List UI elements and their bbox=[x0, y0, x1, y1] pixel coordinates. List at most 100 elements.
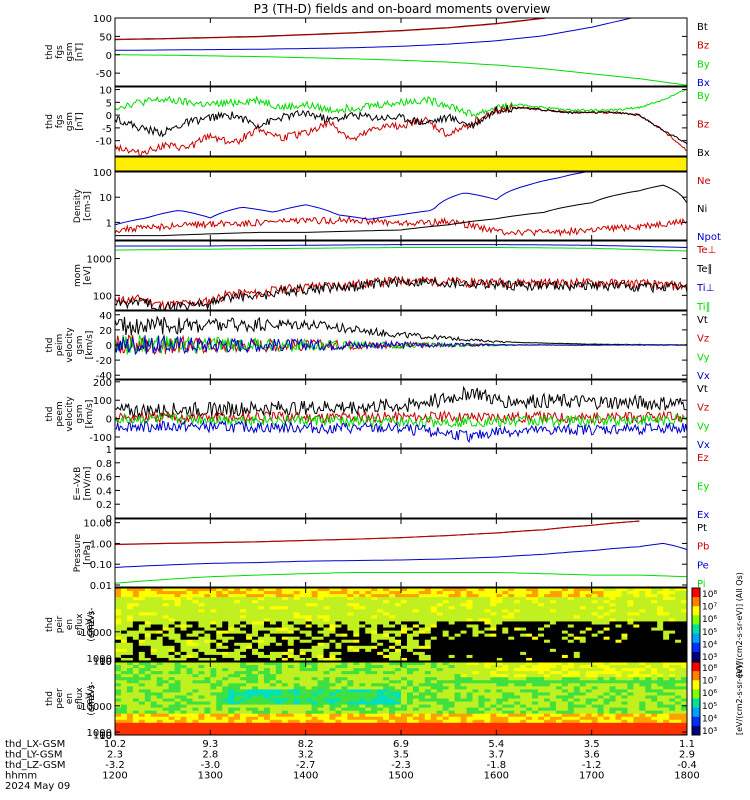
axis-row-label: thd_LZ-GSM bbox=[5, 760, 66, 771]
peir-spectrogram-cell bbox=[633, 654, 640, 659]
peir-spectrogram-cell bbox=[168, 654, 176, 659]
peer-spectrogram-cell bbox=[645, 731, 652, 735]
peir-spectrogram-cell bbox=[263, 618, 271, 622]
peer-spectrogram-cell bbox=[454, 713, 462, 718]
peir-spectrogram-cell bbox=[442, 609, 450, 613]
peer-spectrogram-cell bbox=[168, 692, 176, 696]
peer-spectrogram-cell bbox=[549, 686, 557, 690]
peir-spectrogram-cell bbox=[126, 588, 134, 592]
peer-spectrogram-cell bbox=[520, 701, 527, 706]
peir-spectrogram-cell bbox=[514, 597, 521, 601]
peer-spectrogram-cell bbox=[156, 686, 164, 690]
peir-spectrogram-cell bbox=[532, 639, 539, 644]
peir-spectrogram-cell bbox=[573, 645, 581, 650]
peer-spectrogram-cell bbox=[514, 698, 521, 703]
peer-spectrogram-cell bbox=[347, 689, 354, 693]
peer-spectrogram-cell bbox=[639, 680, 646, 684]
peer-spectrogram-cell bbox=[305, 716, 313, 721]
peir-spectrogram-cell bbox=[198, 627, 205, 632]
peer-spectrogram-cell bbox=[406, 680, 414, 684]
peer-spectrogram-cell bbox=[311, 713, 319, 718]
peir-spectrogram-cell bbox=[228, 639, 235, 644]
peer-spectrogram-cell bbox=[371, 677, 378, 681]
peer-spectrogram-cell bbox=[156, 719, 164, 724]
peer-spectrogram-cell bbox=[597, 698, 605, 703]
peir-spectrogram-cell bbox=[156, 633, 164, 638]
peir-spectrogram-cell bbox=[138, 633, 146, 638]
peir-spectrogram-cell bbox=[275, 657, 283, 661]
peer-spectrogram-cell bbox=[377, 662, 384, 666]
peir-spectrogram-cell bbox=[180, 654, 187, 659]
peer-spectrogram-cell bbox=[532, 674, 539, 678]
peir-spectrogram-cell bbox=[579, 639, 587, 644]
peer-spectrogram-cell bbox=[389, 707, 396, 712]
peir-spectrogram-cell bbox=[192, 639, 199, 644]
peir-spectrogram-cell bbox=[657, 642, 664, 647]
peer-spectrogram-cell bbox=[603, 716, 611, 721]
peir-spectrogram-cell bbox=[609, 624, 616, 629]
peer-spectrogram-cell bbox=[645, 722, 652, 727]
peer-spectrogram-cell bbox=[341, 725, 348, 730]
peer-spectrogram-cell bbox=[579, 722, 587, 727]
peer-spectrogram-cell bbox=[406, 674, 414, 678]
peer-spectrogram-cell bbox=[311, 686, 319, 690]
peir-spectrogram-cell bbox=[406, 615, 414, 619]
peer-spectrogram-cell bbox=[454, 668, 462, 672]
peir-spectrogram-cell bbox=[222, 600, 229, 604]
peer-spectrogram-cell bbox=[555, 662, 563, 666]
peer-spectrogram-cell bbox=[234, 704, 241, 709]
peir-spectrogram-cell bbox=[442, 639, 450, 644]
peer-spectrogram-cell bbox=[603, 674, 611, 678]
peer-spectrogram-cell bbox=[144, 662, 152, 666]
peir-spectrogram-cell bbox=[466, 627, 473, 632]
peer-spectrogram-cell bbox=[198, 692, 205, 696]
peer-spectrogram-cell bbox=[126, 728, 134, 733]
peir-spectrogram-cell bbox=[204, 630, 211, 635]
peer-spectrogram-cell bbox=[168, 701, 176, 706]
peer-spectrogram-colorbar-segment bbox=[692, 698, 700, 709]
peir-spectrogram-cell bbox=[609, 612, 616, 616]
peir-spectrogram-cell bbox=[436, 648, 444, 653]
peir-spectrogram-cell bbox=[347, 624, 354, 629]
peer-spectrogram-cell bbox=[144, 719, 152, 724]
peer-spectrogram-cell bbox=[353, 713, 360, 718]
peer-spectrogram-cell bbox=[132, 710, 140, 715]
peir-spectrogram-cell bbox=[591, 612, 599, 616]
peer-spectrogram-cell bbox=[347, 710, 354, 715]
peir-spectrogram-cell bbox=[430, 630, 438, 635]
peir-spectrogram-cell bbox=[615, 648, 622, 653]
peer-spectrogram-cell bbox=[228, 701, 235, 706]
peir-spectrogram-cell bbox=[532, 633, 539, 638]
fgs-gsm-legend-By: By bbox=[697, 59, 710, 70]
peir-spectrogram-cell bbox=[335, 624, 342, 629]
peer-spectrogram-cell bbox=[561, 686, 569, 690]
peer-spectrogram-cell bbox=[424, 668, 432, 672]
peer-spectrogram-cell bbox=[126, 701, 134, 706]
peer-spectrogram-cell bbox=[252, 665, 259, 669]
peer-spectrogram-cell bbox=[508, 722, 515, 727]
peir-spectrogram-cell bbox=[645, 627, 652, 632]
peir-spectrogram-cell bbox=[639, 624, 646, 629]
peir-spectrogram-cell bbox=[168, 636, 176, 641]
peir-spectrogram-cell bbox=[532, 618, 539, 622]
peer-spectrogram-cell bbox=[317, 713, 325, 718]
peer-spectrogram-cell bbox=[615, 686, 622, 690]
peir-spectrogram-cell bbox=[663, 591, 670, 595]
peer-spectrogram-cell bbox=[252, 677, 259, 681]
peer-spectrogram-cell bbox=[496, 677, 503, 681]
peir-spectrogram-cell bbox=[246, 609, 253, 613]
peir-spectrogram-cell bbox=[252, 606, 259, 610]
peir-spectrogram-cell bbox=[430, 651, 438, 656]
peir-spectrogram-cell bbox=[603, 609, 611, 613]
peer-spectrogram-cell bbox=[472, 689, 479, 693]
peir-spectrogram-cell bbox=[496, 588, 503, 592]
peir-spectrogram-cell bbox=[460, 606, 468, 610]
peir-spectrogram-cell bbox=[567, 630, 575, 635]
peir-spectrogram-cell bbox=[544, 627, 551, 632]
peir-spectrogram-cell bbox=[508, 636, 515, 641]
peer-spectrogram-cell bbox=[311, 683, 319, 687]
peer-spectrogram-cell bbox=[162, 674, 170, 678]
peer-spectrogram-cell bbox=[389, 701, 396, 706]
peir-spectrogram-cell bbox=[412, 615, 420, 619]
peir-spectrogram-cell bbox=[454, 642, 462, 647]
